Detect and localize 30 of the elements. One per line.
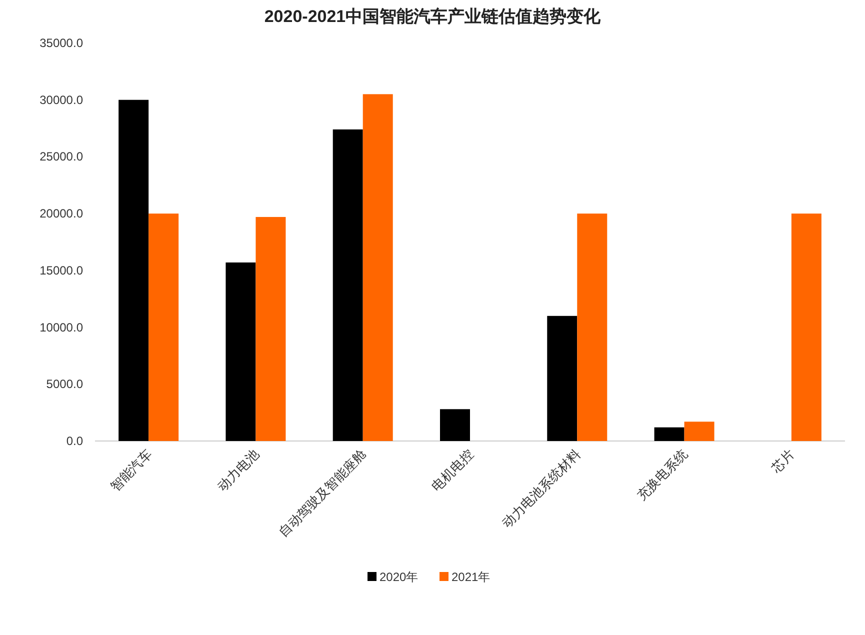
x-tick-label: 动力电池 [214, 446, 262, 494]
chart-title: 2020-2021中国智能汽车产业链估值趋势变化 [264, 7, 602, 26]
y-tick-label: 0.0 [66, 434, 84, 448]
x-tick-label: 充换电系统 [634, 446, 690, 504]
y-tick-label: 35000.0 [40, 36, 84, 50]
legend-label: 2020年 [380, 570, 418, 584]
bar [791, 214, 822, 441]
x-tick-label: 电机电控 [428, 446, 476, 494]
bar [118, 100, 149, 441]
x-tick-label: 芯片 [768, 446, 798, 476]
bar [148, 214, 179, 441]
y-tick-label: 30000.0 [40, 92, 84, 107]
bar [654, 427, 684, 441]
bar [684, 422, 714, 441]
bar [362, 94, 393, 441]
y-tick-label: 15000.0 [40, 263, 84, 278]
bar [226, 262, 256, 441]
legend-label: 2021年 [452, 570, 490, 584]
bar [577, 214, 608, 441]
y-tick-label: 5000.0 [46, 377, 84, 392]
bar [440, 409, 470, 441]
bar [256, 216, 286, 441]
bar [332, 129, 363, 441]
x-tick-label: 自动驾驶及智能座舱 [276, 446, 369, 540]
y-tick-label: 20000.0 [40, 206, 84, 221]
x-tick-label: 动力电池系统材料 [499, 446, 584, 531]
x-tick-label: 智能汽车 [107, 446, 155, 494]
bar [547, 316, 578, 441]
y-tick-label: 25000.0 [40, 150, 84, 164]
y-tick-label: 10000.0 [40, 320, 84, 334]
